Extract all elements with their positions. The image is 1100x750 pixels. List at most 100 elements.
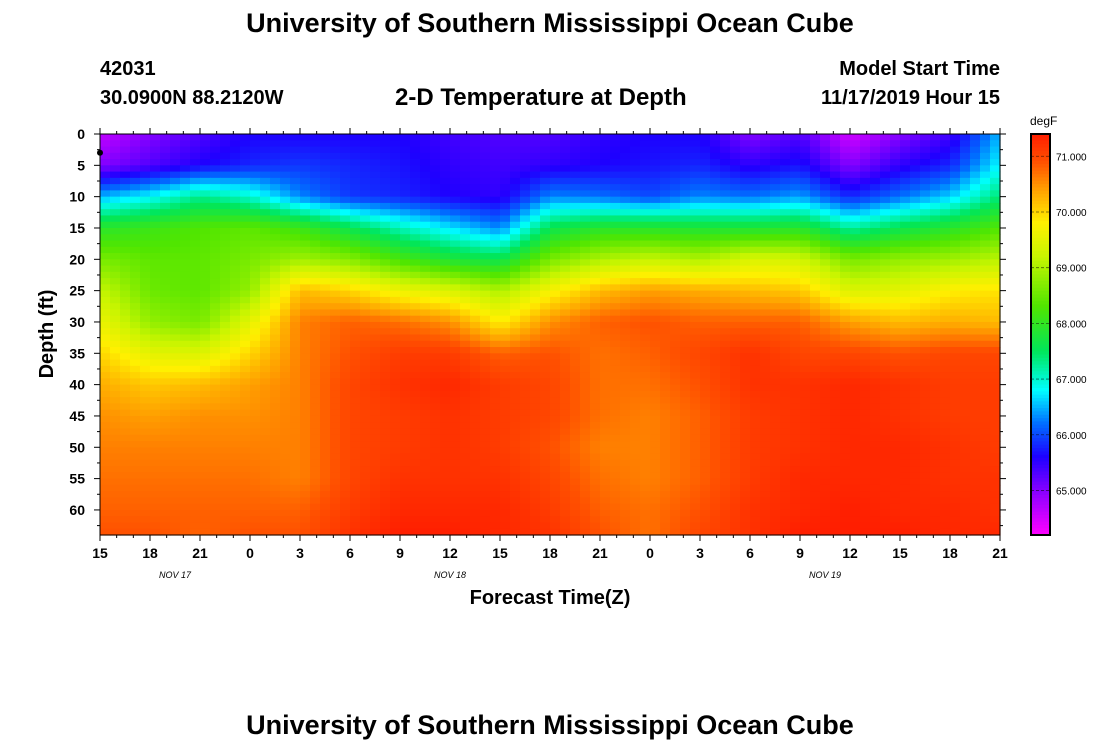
heatmap-cell [540, 359, 551, 367]
heatmap-cell [590, 140, 601, 148]
heatmap-cell [810, 140, 821, 148]
heatmap-cell [550, 415, 561, 423]
heatmap-cell [260, 271, 271, 279]
heatmap-cell [220, 434, 231, 442]
heatmap-cell [590, 290, 601, 298]
heatmap-cell [210, 309, 221, 317]
heatmap-cell [930, 253, 941, 260]
heatmap-cell [690, 365, 701, 373]
heatmap-cell [340, 190, 351, 198]
heatmap-cell [170, 196, 181, 204]
heatmap-cell [200, 184, 211, 191]
heatmap-cell [410, 359, 421, 367]
heatmap-cell [820, 390, 831, 398]
heatmap-cell [580, 459, 591, 467]
heatmap-cell [470, 340, 481, 348]
heatmap-cell [360, 372, 371, 379]
heatmap-cell [380, 441, 391, 448]
heatmap-cell [110, 372, 121, 379]
heatmap-cell [670, 372, 681, 379]
heatmap-cell [420, 478, 431, 486]
heatmap-cell [250, 296, 261, 304]
heatmap-cell [620, 165, 631, 173]
heatmap-cell [810, 378, 821, 386]
heatmap-cell [170, 221, 181, 229]
heatmap-cell [310, 347, 321, 354]
heatmap-cell [710, 215, 721, 223]
heatmap-cell [560, 409, 571, 417]
heatmap-cell [920, 459, 931, 467]
heatmap-cell [640, 246, 651, 254]
heatmap-cell [530, 202, 541, 210]
heatmap-cell [390, 303, 401, 311]
heatmap-cell [630, 321, 641, 329]
heatmap-cell [170, 359, 181, 367]
heatmap-cell [520, 265, 531, 273]
heatmap-cell [170, 284, 181, 292]
heatmap-cell [740, 447, 751, 455]
heatmap-cell [210, 221, 221, 229]
heatmap-cell [210, 246, 221, 254]
heatmap-cell [800, 334, 811, 342]
heatmap-cell [190, 378, 201, 386]
heatmap-cell [600, 146, 611, 154]
heatmap-cell [240, 390, 251, 398]
heatmap-cell [980, 253, 991, 260]
heatmap-cell [290, 359, 301, 367]
heatmap-cell [630, 459, 641, 467]
heatmap-cell [960, 246, 971, 254]
heatmap-cell [530, 397, 541, 405]
heatmap-cell [770, 165, 781, 173]
heatmap-cell [490, 190, 501, 198]
heatmap-cell [290, 259, 301, 267]
heatmap-cell [590, 134, 601, 141]
heatmap-cell [750, 165, 761, 173]
heatmap-cell [290, 253, 301, 260]
heatmap-cell [820, 221, 831, 229]
heatmap-cell [310, 227, 321, 235]
heatmap-cell [410, 334, 421, 342]
heatmap-cell [550, 453, 561, 461]
heatmap-cell [220, 340, 231, 348]
heatmap-cell [680, 397, 691, 405]
heatmap-cell [510, 397, 521, 405]
heatmap-cell [350, 271, 361, 279]
heatmap-cell [170, 278, 181, 285]
heatmap-cell [300, 315, 311, 323]
heatmap-cell [370, 152, 381, 160]
heatmap-cell [820, 209, 831, 217]
heatmap-cell [140, 259, 151, 267]
heatmap-cell [540, 190, 551, 198]
heatmap-cell [690, 140, 701, 148]
heatmap-cell [310, 384, 321, 392]
heatmap-cell [840, 303, 851, 311]
heatmap-cell [970, 328, 981, 336]
heatmap-cell [350, 234, 361, 242]
heatmap-cell [630, 453, 641, 461]
heatmap-cell [400, 441, 411, 448]
heatmap-cell [100, 290, 111, 298]
heatmap-cell [960, 397, 971, 405]
heatmap-cell [290, 315, 301, 323]
heatmap-cell [790, 340, 801, 348]
heatmap-cell [420, 290, 431, 298]
heatmap-cell [290, 466, 301, 473]
heatmap-cell [530, 466, 541, 473]
heatmap-cell [930, 422, 941, 430]
heatmap-cell [380, 234, 391, 242]
heatmap-cell [520, 296, 531, 304]
heatmap-cell [390, 441, 401, 448]
heatmap-cell [590, 428, 601, 436]
heatmap-cell [450, 209, 461, 217]
heatmap-cell [760, 221, 771, 229]
heatmap-cell [690, 253, 701, 260]
heatmap-cell [390, 403, 401, 411]
heatmap-cell [340, 384, 351, 392]
heatmap-cell [120, 384, 131, 392]
heatmap-cell [350, 415, 361, 423]
heatmap-cell [360, 328, 371, 336]
heatmap-cell [260, 253, 271, 260]
heatmap-cell [220, 259, 231, 267]
heatmap-cell [490, 453, 501, 461]
heatmap-cell [100, 372, 111, 379]
